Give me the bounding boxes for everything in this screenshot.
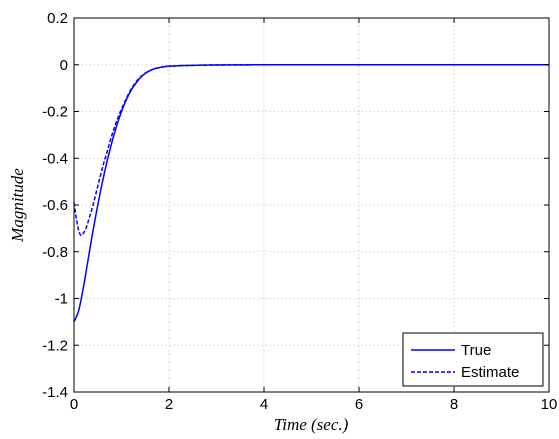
y-axis-label: Magnitude bbox=[8, 168, 27, 243]
legend-box bbox=[402, 332, 544, 387]
x-tick-label-4: 8 bbox=[450, 396, 458, 413]
x-tick-label-3: 6 bbox=[355, 396, 363, 413]
x-tick-label-5: 10 bbox=[541, 396, 558, 413]
x-tick-label-2: 4 bbox=[260, 396, 268, 413]
x-axis-label: Time (sec.) bbox=[274, 415, 349, 434]
axis-ticks: 0 2 4 6 8 10 -1.4 -1.2 -1 -0.8 -0.6 -0.4 -0.2 0 0.2 bbox=[42, 10, 557, 413]
legend-label-true: True bbox=[461, 342, 491, 359]
x-tick-label-0: 0 bbox=[70, 396, 78, 413]
legend: True Estimate bbox=[402, 332, 544, 387]
y-tick-label-3: -0.8 bbox=[42, 244, 68, 261]
y-tick-label-1: -1.2 bbox=[42, 337, 68, 354]
y-tick-label-4: -0.6 bbox=[42, 197, 68, 214]
y-tick-label-5: -0.4 bbox=[42, 150, 68, 167]
legend-label-estimate: Estimate bbox=[461, 364, 519, 381]
y-tick-label-6: -0.2 bbox=[42, 104, 68, 121]
y-tick-label-0: -1.4 bbox=[42, 384, 68, 401]
y-tick-label-2: -1 bbox=[55, 291, 68, 308]
y-tick-label-7: 0 bbox=[60, 57, 68, 74]
x-tick-label-1: 2 bbox=[165, 396, 173, 413]
series-lines bbox=[73, 63, 549, 323]
y-tick-label-8: 0.2 bbox=[47, 10, 68, 27]
series-line-estimate bbox=[73, 63, 549, 237]
